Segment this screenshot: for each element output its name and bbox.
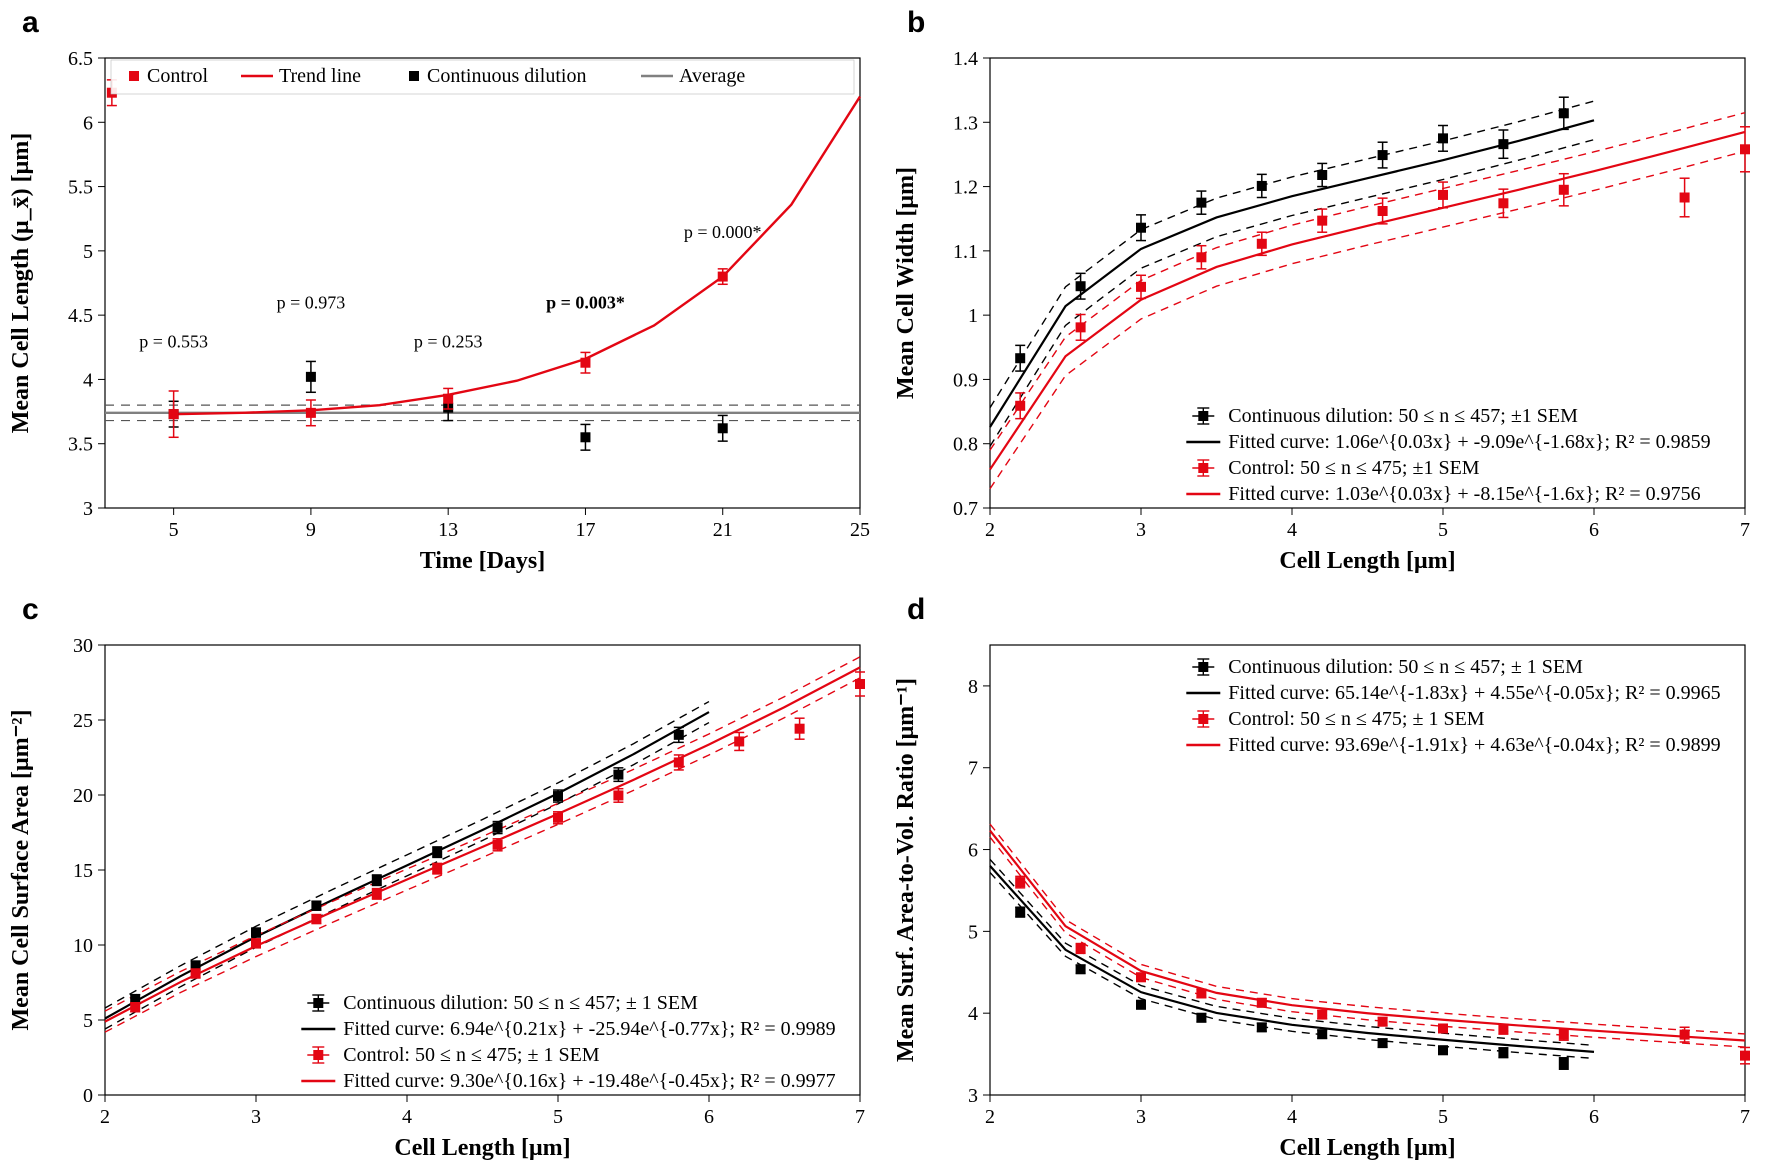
svg-text:p = 0.973: p = 0.973 <box>277 293 346 313</box>
svg-text:8: 8 <box>968 675 978 697</box>
svg-text:1.3: 1.3 <box>953 112 978 134</box>
svg-text:4: 4 <box>83 369 93 391</box>
svg-text:Continuous dilution: 50 ≤ n ≤: Continuous dilution: 50 ≤ n ≤ 457; ±1 SE… <box>1228 405 1578 427</box>
svg-text:Cell Length [μm]: Cell Length [μm] <box>1279 548 1455 574</box>
svg-text:1.4: 1.4 <box>953 48 978 70</box>
svg-text:13: 13 <box>438 519 458 541</box>
svg-text:25: 25 <box>850 519 870 541</box>
svg-text:4: 4 <box>1287 1106 1297 1128</box>
svg-text:4: 4 <box>1287 519 1297 541</box>
svg-text:6: 6 <box>704 1106 714 1128</box>
svg-text:2: 2 <box>100 1106 110 1128</box>
svg-text:5.5: 5.5 <box>68 177 93 199</box>
svg-text:21: 21 <box>713 519 733 541</box>
svg-text:5: 5 <box>553 1106 563 1128</box>
svg-text:30: 30 <box>73 635 93 657</box>
svg-text:5: 5 <box>968 921 978 943</box>
svg-text:Control: Control <box>147 65 209 87</box>
svg-text:Mean Cell Length (μ_x̄) [μm]: Mean Cell Length (μ_x̄) [μm] <box>8 133 34 434</box>
svg-text:4.5: 4.5 <box>68 305 93 327</box>
svg-text:3: 3 <box>1136 1106 1146 1128</box>
svg-text:Continuous dilution: Continuous dilution <box>427 65 586 87</box>
panel-a: a591317212533.544.555.566.5Time [Days]Me… <box>0 0 885 587</box>
svg-text:6: 6 <box>968 839 978 861</box>
svg-text:1.1: 1.1 <box>953 241 978 263</box>
svg-text:Fitted curve: 9.30e^{0.16x} +: Fitted curve: 9.30e^{0.16x} + -19.48e^{-… <box>343 1070 835 1092</box>
svg-text:17: 17 <box>575 519 595 541</box>
svg-text:0.8: 0.8 <box>953 434 978 456</box>
svg-text:5: 5 <box>83 1010 93 1032</box>
svg-text:0.9: 0.9 <box>953 369 978 391</box>
svg-text:2: 2 <box>985 1106 995 1128</box>
svg-text:3: 3 <box>1136 519 1146 541</box>
svg-text:0.7: 0.7 <box>953 498 978 520</box>
svg-text:p = 0.003*: p = 0.003* <box>546 293 625 313</box>
svg-text:5: 5 <box>169 519 179 541</box>
svg-text:Continuous dilution: 50 ≤ n ≤: Continuous dilution: 50 ≤ n ≤ 457; ± 1 S… <box>1228 656 1583 678</box>
svg-text:Average: Average <box>679 65 745 87</box>
svg-text:3.5: 3.5 <box>68 434 93 456</box>
svg-text:Time [Days]: Time [Days] <box>420 548 546 574</box>
svg-text:p = 0.553: p = 0.553 <box>139 331 208 351</box>
svg-text:3: 3 <box>251 1106 261 1128</box>
svg-text:Fitted curve: 93.69e^{-1.91x}: Fitted curve: 93.69e^{-1.91x} + 4.63e^{-… <box>1228 734 1720 756</box>
svg-text:9: 9 <box>306 519 316 541</box>
svg-text:5: 5 <box>1438 1106 1448 1128</box>
svg-text:4: 4 <box>402 1106 412 1128</box>
svg-text:7: 7 <box>968 757 978 779</box>
svg-text:7: 7 <box>1740 1106 1750 1128</box>
svg-text:3: 3 <box>968 1085 978 1107</box>
panel-d: d234567345678Cell Length [μm]Mean Surf. … <box>885 587 1770 1173</box>
svg-text:Cell Length [μm]: Cell Length [μm] <box>394 1135 570 1161</box>
svg-text:3: 3 <box>83 498 93 520</box>
svg-text:Fitted curve: 1.06e^{0.03x} +: Fitted curve: 1.06e^{0.03x} + -9.09e^{-1… <box>1228 431 1710 453</box>
svg-text:7: 7 <box>855 1106 865 1128</box>
svg-text:7: 7 <box>1740 519 1750 541</box>
svg-text:5: 5 <box>1438 519 1448 541</box>
svg-text:Mean Surf. Area-to-Vol. Ratio: Mean Surf. Area-to-Vol. Ratio [μm⁻¹] <box>893 677 919 1061</box>
svg-text:p = 0.000*: p = 0.000* <box>684 222 762 242</box>
svg-text:Fitted curve: 6.94e^{0.21x} +: Fitted curve: 6.94e^{0.21x} + -25.94e^{-… <box>343 1018 835 1040</box>
svg-text:Control: 50 ≤ n ≤ 475; ±1 SEM: Control: 50 ≤ n ≤ 475; ±1 SEM <box>1228 457 1479 479</box>
svg-text:2: 2 <box>985 519 995 541</box>
svg-text:1: 1 <box>968 305 978 327</box>
panel-c: c234567051015202530Cell Length [μm]Mean … <box>0 587 885 1173</box>
figure-grid: a591317212533.544.555.566.5Time [Days]Me… <box>0 0 1770 1173</box>
svg-text:25: 25 <box>73 710 93 732</box>
svg-text:15: 15 <box>73 860 93 882</box>
panel-b: b2345670.70.80.911.11.21.31.4Cell Length… <box>885 0 1770 587</box>
svg-text:0: 0 <box>83 1085 93 1107</box>
svg-text:5: 5 <box>83 241 93 263</box>
svg-text:Fitted curve: 1.03e^{0.03x} +: Fitted curve: 1.03e^{0.03x} + -8.15e^{-1… <box>1228 483 1700 505</box>
svg-text:Control: 50 ≤ n ≤ 475; ± 1 SEM: Control: 50 ≤ n ≤ 475; ± 1 SEM <box>343 1044 599 1066</box>
svg-text:Fitted curve: 65.14e^{-1.83x}: Fitted curve: 65.14e^{-1.83x} + 4.55e^{-… <box>1228 682 1720 704</box>
svg-text:6.5: 6.5 <box>68 48 93 70</box>
svg-text:Mean Cell Surface Area [μm⁻²]: Mean Cell Surface Area [μm⁻²] <box>8 709 34 1030</box>
svg-text:1.2: 1.2 <box>953 177 978 199</box>
svg-text:Control: 50 ≤ n ≤ 475; ± 1 SEM: Control: 50 ≤ n ≤ 475; ± 1 SEM <box>1228 708 1484 730</box>
svg-text:6: 6 <box>1589 519 1599 541</box>
svg-text:10: 10 <box>73 935 93 957</box>
svg-text:6: 6 <box>1589 1106 1599 1128</box>
svg-text:6: 6 <box>83 112 93 134</box>
svg-text:Mean Cell Width [μm]: Mean Cell Width [μm] <box>893 167 919 399</box>
svg-text:20: 20 <box>73 785 93 807</box>
svg-text:p = 0.253: p = 0.253 <box>414 331 483 351</box>
svg-text:4: 4 <box>968 1003 978 1025</box>
svg-text:Continuous dilution: 50 ≤ n ≤: Continuous dilution: 50 ≤ n ≤ 457; ± 1 S… <box>343 992 698 1014</box>
svg-text:Trend line: Trend line <box>279 65 361 87</box>
svg-text:Cell Length [μm]: Cell Length [μm] <box>1279 1135 1455 1161</box>
